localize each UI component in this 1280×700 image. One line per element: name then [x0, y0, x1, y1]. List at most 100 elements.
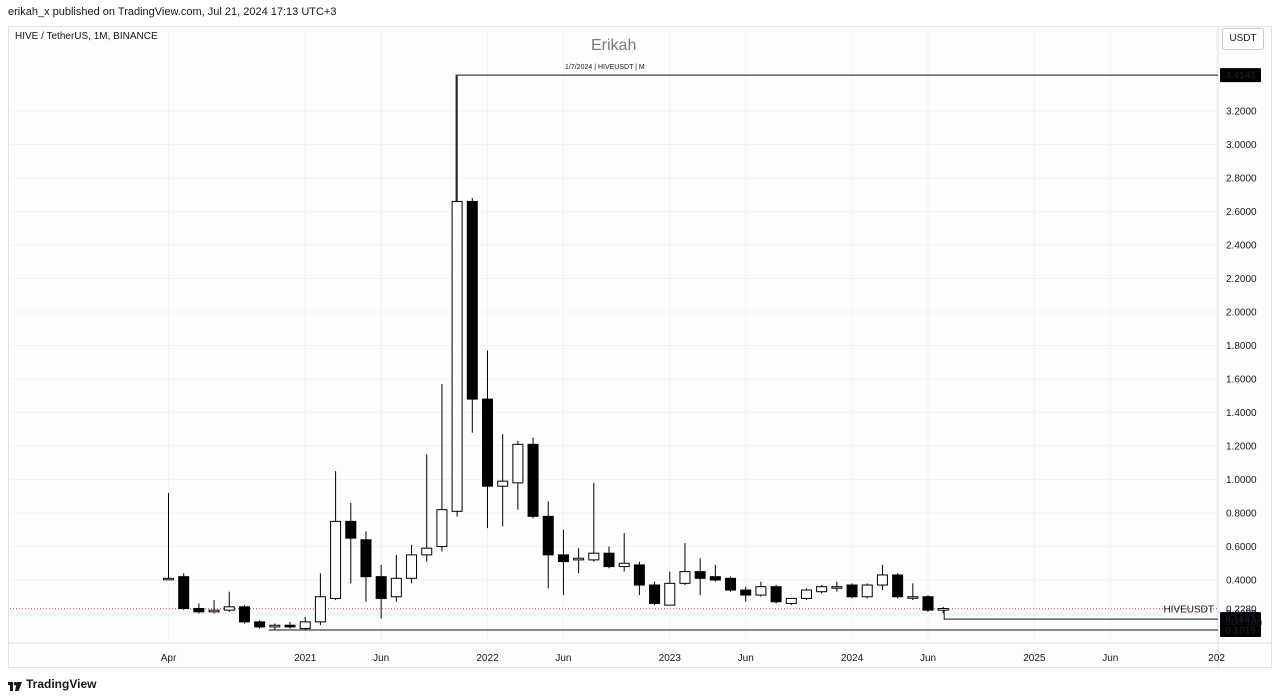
y-tick-label: 0.4000: [1226, 576, 1257, 587]
candle-body: [375, 576, 387, 599]
candle-body: [406, 554, 418, 579]
x-tick-label: Jun: [555, 653, 571, 664]
publish-header: erikah_x published on TradingView.com, J…: [8, 6, 337, 18]
candle-body: [527, 443, 539, 517]
candle-body: [330, 520, 342, 599]
tradingview-brand: TradingView: [26, 677, 97, 691]
candle-body: [284, 624, 296, 628]
y-tick-label: 1.2000: [1226, 442, 1257, 453]
current-price-value: 0.2280: [1226, 604, 1257, 615]
candle-body: [238, 606, 250, 623]
y-tick-label: 2.0000: [1226, 308, 1257, 319]
annotation-note: 1/7/2024 | HIVEUSDT | M: [565, 64, 645, 71]
candle-body: [922, 596, 934, 611]
candle-body: [178, 576, 190, 609]
x-tick-label: 2025: [1023, 653, 1046, 664]
y-tick-label: 1.6000: [1226, 375, 1257, 386]
y-tick-label: 0.6000: [1226, 542, 1257, 553]
x-tick-label: 2023: [659, 653, 682, 664]
low-price-tag-bg: [1220, 622, 1261, 637]
candle-body: [223, 606, 235, 611]
candle-body: [892, 574, 904, 598]
y-tick-label: 2.8000: [1226, 174, 1257, 185]
candle-body: [740, 589, 752, 596]
target-trend-line[interactable]: [943, 610, 1218, 620]
candle-body: [512, 443, 524, 484]
candle-body: [649, 584, 661, 604]
candle-body: [785, 597, 797, 604]
candle-body: [436, 509, 448, 547]
candle-body: [664, 582, 676, 606]
symbol-label: HIVE / TetherUS, 1M, BINANCE: [15, 31, 158, 42]
candle-body: [163, 577, 174, 581]
candle-body: [800, 589, 812, 599]
x-tick-label: Jun: [1102, 653, 1118, 664]
candle-body: [451, 200, 463, 512]
candle-body: [254, 621, 266, 628]
x-tick-label: 202: [1208, 653, 1225, 664]
candle-body: [497, 480, 509, 487]
candle-body: [694, 571, 706, 579]
candle-body: [725, 577, 737, 591]
candle-body: [345, 520, 357, 539]
candle-body: [846, 584, 858, 598]
x-tick-label: 2024: [841, 653, 864, 664]
candle-body: [314, 596, 326, 623]
high-trend-line[interactable]: [455, 74, 1218, 202]
y-tick-label: 1.4000: [1226, 408, 1257, 419]
candle-body: [770, 586, 782, 603]
y-tick-label: 2.6000: [1226, 207, 1257, 218]
candle-body: [269, 624, 281, 628]
candle-body: [208, 609, 220, 613]
candle-body: [588, 552, 600, 561]
candle-body: [831, 586, 843, 589]
candle-body: [542, 515, 554, 556]
y-tick-label: 0.8000: [1226, 509, 1257, 520]
candle-body: [679, 571, 691, 584]
author-watermark: Erikah: [591, 37, 637, 54]
candle-body: [618, 562, 630, 568]
candle-body: [573, 557, 585, 561]
candle-body: [360, 539, 372, 578]
candle-body: [816, 586, 828, 593]
x-tick-label: 2022: [476, 653, 499, 664]
x-tick-label: Jun: [738, 653, 754, 664]
candle-body: [709, 576, 721, 581]
tradingview-logo[interactable]: TradingView: [8, 677, 96, 691]
x-tick-label: 2021: [294, 653, 317, 664]
y-tick-label: 2.4000: [1226, 241, 1257, 252]
chart-panel[interactable]: [8, 26, 1272, 668]
candle-body: [390, 577, 402, 598]
candle-body: [937, 607, 949, 611]
candle-body: [907, 596, 919, 599]
high-price-tag: 3.4141: [1225, 71, 1256, 82]
low-price-tag: 0.1015: [1225, 625, 1256, 636]
candle-body: [193, 607, 205, 613]
x-tick-label: Apr: [161, 653, 177, 664]
target-price-tag-bg: [1220, 612, 1261, 627]
y-tick-label: 3.0000: [1226, 140, 1257, 151]
x-tick-label: Jun: [373, 653, 389, 664]
high-price-tag-bg: [1220, 68, 1261, 83]
candle-body: [603, 552, 615, 568]
candle-body: [466, 200, 478, 400]
x-tick-label: Jun: [920, 653, 936, 664]
current-price-symbol: HIVEUSDT: [1163, 604, 1214, 615]
candle-body: [421, 547, 433, 556]
y-tick-label: 3.2000: [1226, 107, 1257, 118]
candle-body: [633, 564, 645, 586]
target-price-tag: 0.1663: [1225, 615, 1256, 626]
y-tick-label: 1.0000: [1226, 475, 1257, 486]
candle-body: [481, 398, 493, 487]
tradingview-mark-icon: [8, 680, 22, 691]
candle-body: [299, 621, 311, 630]
candle-body: [755, 586, 767, 596]
y-tick-label: 1.8000: [1226, 341, 1257, 352]
candle-body: [876, 574, 888, 586]
candle-body: [861, 584, 873, 598]
y-tick-label: 2.2000: [1226, 274, 1257, 285]
currency-button[interactable]: USDT: [1222, 28, 1264, 50]
bar-countdown: 10d 10h: [1226, 617, 1262, 628]
candle-body: [557, 554, 569, 563]
